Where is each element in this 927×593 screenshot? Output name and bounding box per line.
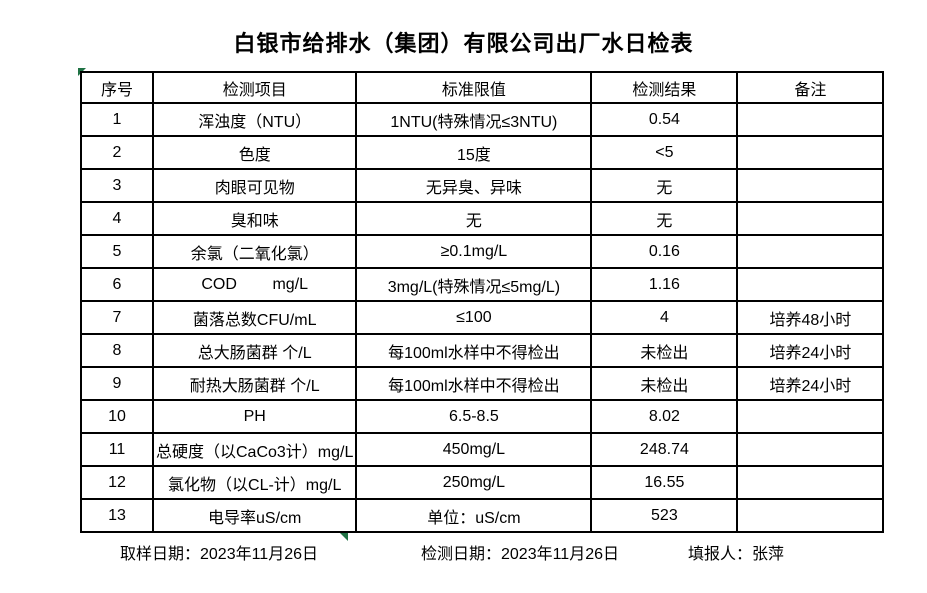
cell-result: 0.16 <box>590 234 739 269</box>
cell-note <box>736 102 885 137</box>
cell-item: 电导率uS/cm <box>151 498 358 533</box>
table-header: 序号 检测项目 标准限值 检测结果 备注 <box>80 71 885 104</box>
cell-no: 13 <box>80 498 154 533</box>
cell-no: 4 <box>80 201 154 236</box>
inspection-table: 序号 检测项目 标准限值 检测结果 备注 1 浑浊度（NTU） 1NTU(特殊情… <box>80 71 885 533</box>
cell-no: 3 <box>80 168 154 203</box>
cell-limit: 无异臭、异味 <box>355 168 593 203</box>
header-cell-note: 备注 <box>736 71 885 104</box>
cell-note: 培养48小时 <box>736 300 885 335</box>
cell-limit: 3mg/L(特殊情况≤5mg/L) <box>355 267 593 302</box>
table-row: 4 臭和味 无 无 <box>80 201 885 236</box>
cell-limit: 每100ml水样中不得检出 <box>355 333 593 368</box>
cell-note <box>736 267 885 302</box>
cell-result: 未检出 <box>590 333 739 368</box>
cell-item: 浑浊度（NTU） <box>151 102 358 137</box>
table-row: 12 氯化物（以CL-计）mg/L 250mg/L 16.55 <box>80 465 885 500</box>
cell-item: PH <box>151 399 358 434</box>
cell-note <box>736 399 885 434</box>
cell-result: 未检出 <box>590 366 739 401</box>
table-row: 11 总硬度（以CaCo3计）mg/L 450mg/L 248.74 <box>80 432 885 467</box>
cell-note <box>736 432 885 467</box>
cell-no: 2 <box>80 135 154 170</box>
header-cell-result: 检测结果 <box>590 71 739 104</box>
cell-note <box>736 135 885 170</box>
cell-item: 氯化物（以CL-计）mg/L <box>151 465 358 500</box>
sampling-date: 取样日期：2023年11月26日 <box>120 546 319 563</box>
cell-limit: 无 <box>355 201 593 236</box>
header-cell-limit: 标准限值 <box>355 71 593 104</box>
cell-limit: 1NTU(特殊情况≤3NTU) <box>355 102 593 137</box>
cell-result: 248.74 <box>590 432 739 467</box>
cell-no: 8 <box>80 333 154 368</box>
cell-note <box>736 498 885 533</box>
cell-no: 12 <box>80 465 154 500</box>
table-row: 13 电导率uS/cm 单位：uS/cm 523 <box>80 498 885 533</box>
header-row: 序号 检测项目 标准限值 检测结果 备注 <box>80 71 885 104</box>
cell-limit: 每100ml水样中不得检出 <box>355 366 593 401</box>
table-row: 10 PH 6.5-8.5 8.02 <box>80 399 885 434</box>
cell-result: 4 <box>590 300 739 335</box>
cell-result: 无 <box>590 201 739 236</box>
fill-handle-marker-icon <box>340 533 348 541</box>
table-row: 2 色度 15度 <5 <box>80 135 885 170</box>
cell-limit: 450mg/L <box>355 432 593 467</box>
cell-no: 9 <box>80 366 154 401</box>
table-row: 3 肉眼可见物 无异臭、异味 无 <box>80 168 885 203</box>
cell-item: COD mg/L <box>151 267 358 302</box>
cell-item: 总硬度（以CaCo3计）mg/L <box>151 432 358 467</box>
reporter: 填报人：张萍 <box>688 546 785 563</box>
cell-item: 肉眼可见物 <box>151 168 358 203</box>
page-title: 白银市给排水（集团）有限公司出厂水日检表 <box>233 31 694 56</box>
cell-no: 10 <box>80 399 154 434</box>
cell-note <box>736 168 885 203</box>
table-body: 1 浑浊度（NTU） 1NTU(特殊情况≤3NTU) 0.54 2 色度 15度… <box>80 102 885 533</box>
cell-no: 6 <box>80 267 154 302</box>
cell-limit: 6.5-8.5 <box>355 399 593 434</box>
cell-result: 8.02 <box>590 399 739 434</box>
cell-item: 菌落总数CFU/mL <box>151 300 358 335</box>
cell-result: 1.16 <box>590 267 739 302</box>
cell-limit: 250mg/L <box>355 465 593 500</box>
cell-note <box>736 201 885 236</box>
table-row: 1 浑浊度（NTU） 1NTU(特殊情况≤3NTU) 0.54 <box>80 102 885 137</box>
cell-limit: ≤100 <box>355 300 593 335</box>
table-row: 7 菌落总数CFU/mL ≤100 4 培养48小时 <box>80 300 885 335</box>
test-date: 检测日期：2023年11月26日 <box>421 546 620 563</box>
cell-item: 耐热大肠菌群 个/L <box>151 366 358 401</box>
cell-limit: ≥0.1mg/L <box>355 234 593 269</box>
cell-note: 培养24小时 <box>736 333 885 368</box>
cell-item: 总大肠菌群 个/L <box>151 333 358 368</box>
cell-no: 11 <box>80 432 154 467</box>
header-cell-item: 检测项目 <box>151 71 358 104</box>
cell-result: 523 <box>590 498 739 533</box>
table-row: 5 余氯（二氧化氯） ≥0.1mg/L 0.16 <box>80 234 885 269</box>
cell-result: 16.55 <box>590 465 739 500</box>
cell-item: 色度 <box>151 135 358 170</box>
table-row: 8 总大肠菌群 个/L 每100ml水样中不得检出 未检出 培养24小时 <box>80 333 885 368</box>
cell-note: 培养24小时 <box>736 366 885 401</box>
table-row: 9 耐热大肠菌群 个/L 每100ml水样中不得检出 未检出 培养24小时 <box>80 366 885 401</box>
header-cell-no: 序号 <box>80 71 154 104</box>
cell-result: 0.54 <box>590 102 739 137</box>
cell-item: 余氯（二氧化氯） <box>151 234 358 269</box>
cell-no: 7 <box>80 300 154 335</box>
cell-result: 无 <box>590 168 739 203</box>
cell-no: 5 <box>80 234 154 269</box>
cell-result: <5 <box>590 135 739 170</box>
cell-limit: 15度 <box>355 135 593 170</box>
cell-note <box>736 234 885 269</box>
cell-item: 臭和味 <box>151 201 358 236</box>
cell-no: 1 <box>80 102 154 137</box>
cell-note <box>736 465 885 500</box>
cell-limit: 单位：uS/cm <box>355 498 593 533</box>
table-row: 6 COD mg/L 3mg/L(特殊情况≤5mg/L) 1.16 <box>80 267 885 302</box>
